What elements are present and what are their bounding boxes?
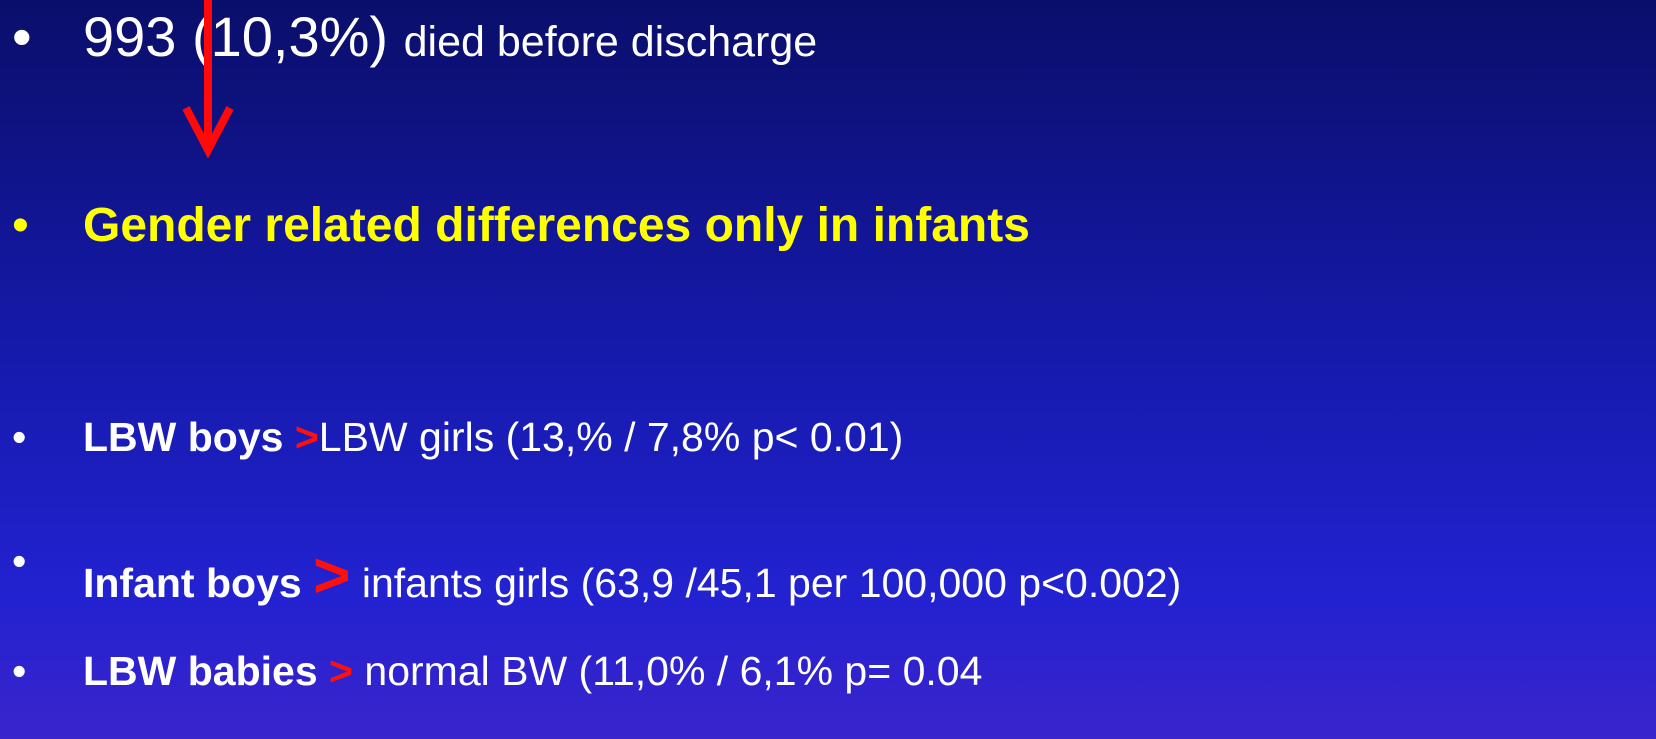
comparison-sign: >: [329, 648, 353, 694]
bullet-heading: Gender related differences only in infan…: [83, 199, 1030, 252]
comparison-sign: >: [294, 414, 319, 460]
bullet-bold: LBW boys: [83, 414, 295, 460]
bullet-text: infants girls (63,9 /45,1 per 100,000 p<…: [361, 560, 1182, 606]
bullet-text: died before discharge: [403, 18, 818, 66]
arrow-head: [182, 106, 234, 159]
bullet-bold: LBW babies: [83, 648, 318, 694]
comparison-sign: >: [313, 539, 351, 611]
bullet-text: normal BW (11,0% / 6,1% p= 0.04: [364, 648, 983, 694]
bullet-bold: Infant boys: [83, 560, 302, 606]
bullet-text: LBW girls (13,% / 7,8% p< 0.01): [318, 414, 904, 460]
arrow: [182, 0, 234, 159]
bullet-main: 993 (10,3%): [83, 5, 389, 68]
